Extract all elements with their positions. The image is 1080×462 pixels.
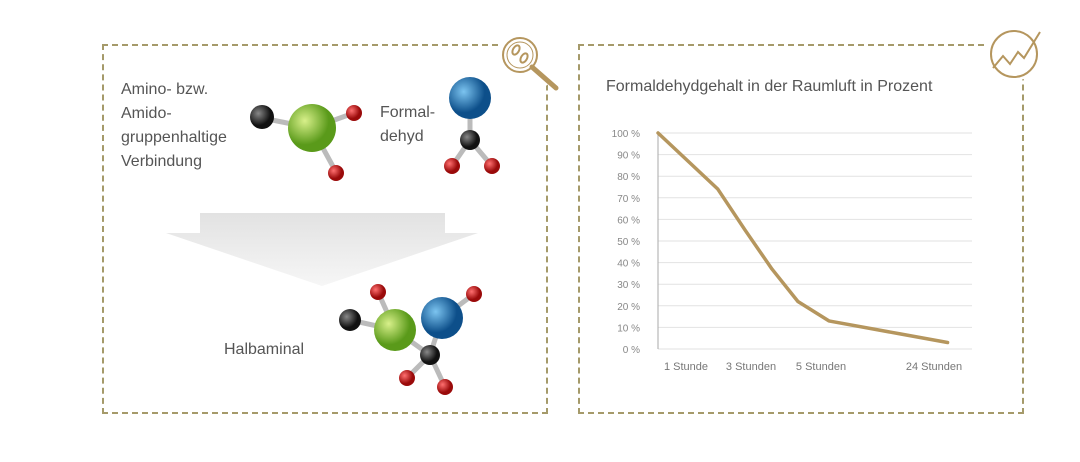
y-tick-label: 40 %	[617, 259, 640, 270]
y-tick-label: 60 %	[617, 215, 640, 226]
product-label: Halbaminal	[224, 341, 305, 358]
y-tick-label: 0 %	[623, 345, 640, 356]
chart-panel	[578, 44, 1024, 414]
y-tick-label: 90 %	[617, 151, 640, 162]
chart-title: Formaldehydgehalt in der Raumluft in Pro…	[606, 78, 933, 95]
y-tick-label: 70 %	[617, 194, 640, 205]
y-tick-label: 10 %	[617, 323, 640, 334]
x-tick-label: 3 Stunden	[726, 361, 776, 373]
amine-molecule	[250, 104, 362, 181]
formaldehyde-molecule	[444, 77, 500, 174]
hemiaminal-molecule	[339, 284, 482, 395]
y-tick-label: 80 %	[617, 172, 640, 183]
reaction-arrow	[166, 213, 478, 286]
y-tick-label: 100 %	[612, 129, 640, 140]
x-tick-label: 24 Stunden	[906, 361, 962, 373]
series-line	[656, 131, 950, 345]
reactant-b-label: Formal- dehyd	[380, 104, 436, 145]
y-tick-label: 30 %	[617, 280, 640, 291]
x-tick-label: 1 Stunde	[664, 361, 708, 373]
reaction-panel	[102, 44, 548, 414]
y-tick-label: 50 %	[617, 237, 640, 248]
x-tick-label: 5 Stunden	[796, 361, 846, 373]
y-tick-label: 20 %	[617, 302, 640, 313]
reactant-a-label: Amino- bzw. Amido- gruppenhaltige Verbin…	[121, 81, 227, 170]
